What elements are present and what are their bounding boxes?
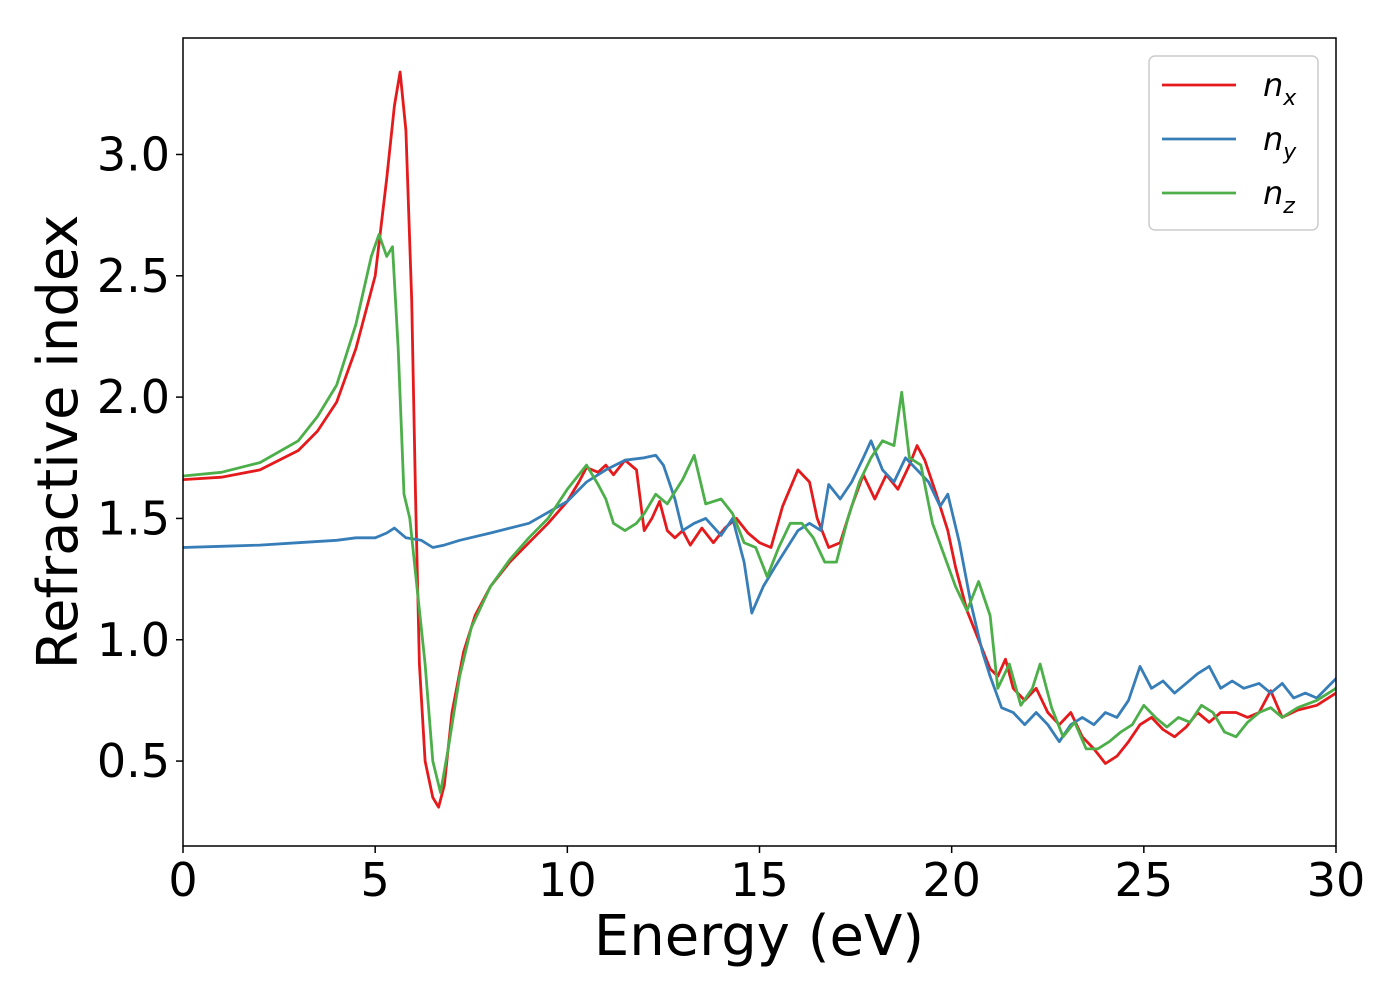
y-tick-label: 0.5 — [97, 734, 170, 788]
x-tick-label: 10 — [538, 853, 597, 907]
series-line-nz — [183, 233, 1336, 794]
x-tick-label: 0 — [168, 853, 197, 907]
ticks-layer: 0 5 10 15 20 25 30 0.5 1.0 1.5 2.0 2.5 3.0 — [97, 127, 1365, 907]
y-tick-label: 1.5 — [97, 491, 170, 545]
legend-label-x: nx — [1263, 66, 1297, 111]
series-line-ny — [183, 439, 1336, 744]
y-axis-title: Refractive index — [26, 215, 91, 670]
series-line-nx — [183, 70, 1336, 809]
x-tick-label: 20 — [922, 853, 981, 907]
y-tick-label: 1.0 — [97, 613, 170, 667]
legend-label-z: nz — [1263, 174, 1295, 219]
y-tick-label: 2.0 — [97, 370, 170, 424]
x-tick-label: 25 — [1115, 853, 1174, 907]
x-tick-label: 5 — [361, 853, 390, 907]
y-tick-label: 3.0 — [97, 127, 170, 181]
x-tick-label: 30 — [1307, 853, 1366, 907]
y-tick-label: 2.5 — [97, 249, 170, 303]
x-axis-title: Energy (eV) — [594, 904, 924, 969]
legend-label-y: ny — [1263, 120, 1297, 165]
legend: nx ny nz — [1148, 55, 1319, 231]
series-lines-layer — [183, 70, 1336, 809]
legend-frame — [1148, 55, 1319, 231]
x-tick-label: 15 — [730, 853, 789, 907]
